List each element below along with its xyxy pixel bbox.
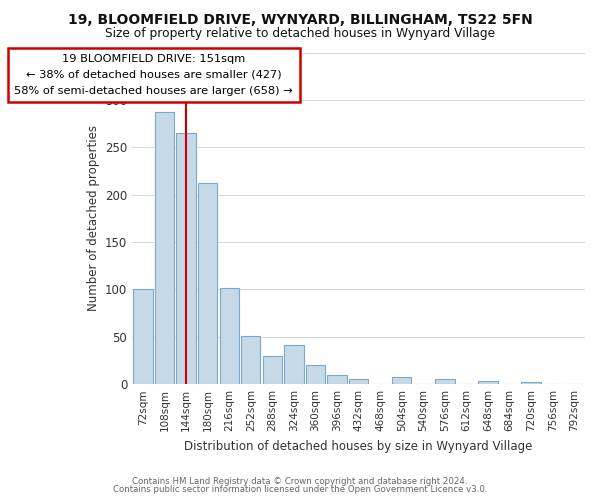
Text: 19, BLOOMFIELD DRIVE, WYNYARD, BILLINGHAM, TS22 5FN: 19, BLOOMFIELD DRIVE, WYNYARD, BILLINGHA… [68, 12, 532, 26]
X-axis label: Distribution of detached houses by size in Wynyard Village: Distribution of detached houses by size … [184, 440, 533, 452]
Bar [435, 380, 455, 384]
Bar [176, 133, 196, 384]
Bar [198, 184, 217, 384]
Bar [220, 288, 239, 384]
Bar [155, 112, 174, 384]
Y-axis label: Number of detached properties: Number of detached properties [86, 126, 100, 312]
Bar [306, 365, 325, 384]
Bar [392, 376, 412, 384]
Bar [133, 290, 152, 384]
Bar [241, 336, 260, 384]
Bar [521, 382, 541, 384]
Bar [263, 356, 282, 384]
Text: Contains public sector information licensed under the Open Government Licence v3: Contains public sector information licen… [113, 485, 487, 494]
Bar [349, 380, 368, 384]
Text: Size of property relative to detached houses in Wynyard Village: Size of property relative to detached ho… [105, 28, 495, 40]
Bar [478, 382, 497, 384]
Bar [284, 346, 304, 384]
Text: Contains HM Land Registry data © Crown copyright and database right 2024.: Contains HM Land Registry data © Crown c… [132, 477, 468, 486]
Bar [328, 374, 347, 384]
Text: 19 BLOOMFIELD DRIVE: 151sqm
← 38% of detached houses are smaller (427)
58% of se: 19 BLOOMFIELD DRIVE: 151sqm ← 38% of det… [14, 54, 293, 96]
